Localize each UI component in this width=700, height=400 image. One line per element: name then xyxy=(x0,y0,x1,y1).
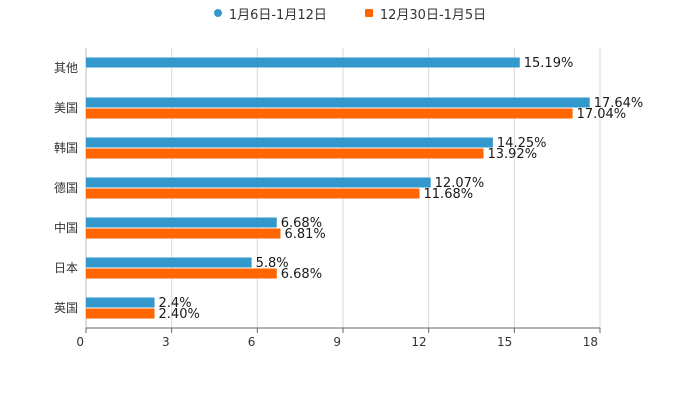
bar-中国-series-2[interactable] xyxy=(86,228,281,239)
bar-美国-series-2[interactable] xyxy=(86,108,573,119)
y-category-label-0: 其他 xyxy=(54,61,78,75)
y-category-label-1: 美国 xyxy=(54,101,78,115)
bar-韩国-series-1[interactable] xyxy=(86,137,493,148)
data-label-美国-series-1: 17.64% xyxy=(594,96,644,111)
data-label-韩国-series-1: 14.25% xyxy=(497,136,547,151)
data-label-日本-series-1: 5.8% xyxy=(256,256,289,271)
x-tick-label-4: 12 xyxy=(411,335,426,349)
bar-日本-series-2[interactable] xyxy=(86,268,277,279)
x-tick-label-0: 0 xyxy=(76,335,84,349)
data-label-中国-series-2: 6.81% xyxy=(284,227,325,242)
bar-美国-series-1[interactable] xyxy=(86,97,590,108)
bar-英国-series-1[interactable] xyxy=(86,297,155,308)
y-category-label-4: 中国 xyxy=(54,220,78,235)
y-category-label-5: 日本 xyxy=(54,261,78,275)
bar-德国-series-2[interactable] xyxy=(86,188,420,199)
bar-中国-series-1[interactable] xyxy=(86,217,277,228)
x-tick-label-1: 3 xyxy=(162,335,170,349)
data-label-德国-series-1: 12.07% xyxy=(435,176,485,191)
x-tick-label-2: 6 xyxy=(248,335,256,349)
y-category-label-3: 德国 xyxy=(54,180,78,195)
data-label-韩国-series-2: 13.92% xyxy=(487,147,537,162)
data-label-英国-series-2: 2.40% xyxy=(159,307,200,322)
y-category-label-2: 韩国 xyxy=(54,140,78,155)
data-label-德国-series-2: 11.68% xyxy=(424,187,474,202)
bar-英国-series-2[interactable] xyxy=(86,308,155,319)
x-tick-label-5: 15 xyxy=(497,335,512,349)
data-label-英国-series-1: 2.4% xyxy=(159,296,192,311)
bar-日本-series-1[interactable] xyxy=(86,257,252,268)
x-tick-label-3: 9 xyxy=(333,335,341,349)
data-label-美国-series-2: 17.04% xyxy=(577,107,627,122)
data-label-其他-series-1: 15.19% xyxy=(524,56,574,71)
legend-item-series-2[interactable]: 12月30日-1月5日 xyxy=(364,4,487,23)
legend-swatch-series-1 xyxy=(213,9,222,17)
legend-label-series-2: 12月30日-1月5日 xyxy=(379,7,487,23)
data-label-日本-series-2: 6.68% xyxy=(281,267,322,282)
y-category-label-6: 英国 xyxy=(54,301,78,315)
data-label-中国-series-1: 6.68% xyxy=(281,216,322,231)
legend-swatch-series-2 xyxy=(364,9,373,17)
bar-德国-series-1[interactable] xyxy=(86,177,431,188)
legend-label-series-1: 1月6日-1月12日 xyxy=(228,7,327,23)
bar-韩国-series-2[interactable] xyxy=(86,148,484,159)
legend: 1月6日-1月12日 12月30日-1月5日 xyxy=(0,4,700,23)
legend-item-series-1[interactable]: 1月6日-1月12日 xyxy=(213,4,327,23)
x-tick-label-6: 18 xyxy=(583,335,598,349)
bar-其他-series-1[interactable] xyxy=(86,57,520,68)
